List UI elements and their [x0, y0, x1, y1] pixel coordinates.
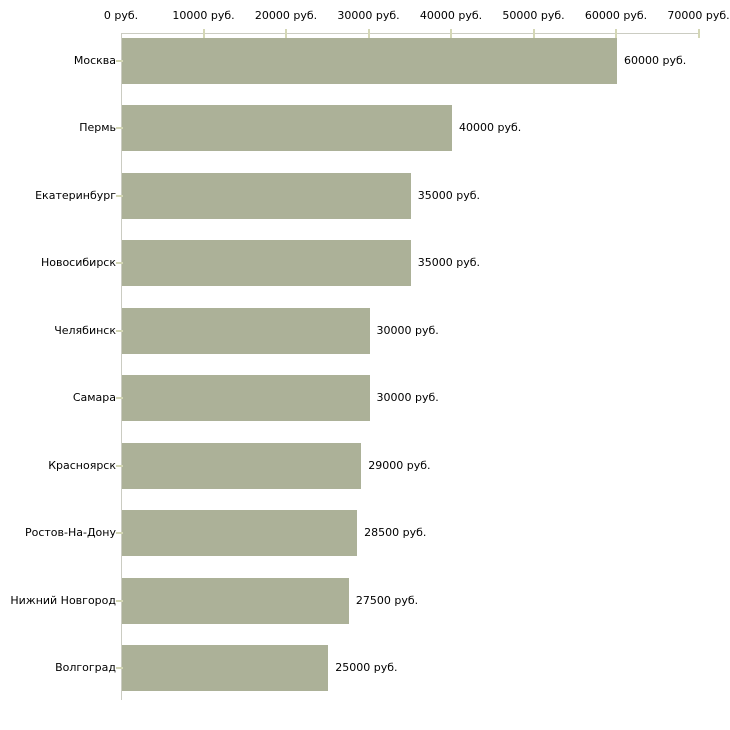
bar-value-label: 30000 руб.: [376, 323, 439, 337]
bar-value-label: 25000 руб.: [335, 661, 398, 674]
y-axis-tick-mark: [116, 532, 123, 534]
x-axis-tick-mark: [450, 29, 452, 38]
y-axis-tick-mark: [116, 329, 123, 332]
y-axis-tick-mark: [116, 397, 123, 399]
x-axis-tick-mark: [532, 29, 535, 38]
category-label: Красноярск: [48, 458, 116, 472]
category-label: Новосибирск: [40, 256, 116, 269]
x-axis-tick-mark: [367, 29, 370, 38]
bar: [122, 172, 411, 219]
x-axis-tick-label: 70000 руб.: [667, 9, 730, 22]
bar: [122, 375, 370, 421]
x-axis-tick-mark: [615, 29, 617, 38]
bar-value-label: 35000 руб.: [417, 256, 481, 269]
x-axis-tick-mark: [285, 29, 287, 38]
x-axis-tick-label: 0 руб.: [103, 9, 139, 22]
bar-value-label: 35000 руб.: [417, 188, 481, 202]
bar-value-label: 40000 руб.: [459, 121, 522, 134]
bar-value-label: 30000 руб.: [376, 391, 439, 404]
bar: [122, 37, 617, 84]
category-label: Ростов-На-Дону: [24, 526, 116, 539]
x-axis-tick-label: 30000 руб.: [337, 9, 400, 22]
bar: [122, 442, 362, 489]
x-axis-tick-label: 20000 руб.: [254, 9, 318, 22]
bar: [122, 307, 370, 354]
bar: [122, 240, 411, 286]
bar-value-label: 60000 руб.: [624, 53, 687, 67]
y-axis-tick-mark: [116, 599, 123, 602]
bar-value-label: 29000 руб.: [368, 458, 431, 472]
category-label: Пермь: [79, 121, 116, 134]
x-axis-tick-label: 10000 руб.: [172, 9, 235, 22]
category-label: Екатеринбург: [35, 188, 116, 202]
category-label: Нижний Новгород: [10, 593, 116, 607]
y-axis-tick-mark: [116, 262, 123, 264]
x-axis-tick-label: 40000 руб.: [419, 9, 483, 22]
y-axis-line: [121, 33, 122, 700]
category-label: Волгоград: [55, 661, 116, 674]
bar: [122, 645, 329, 691]
category-label: Москва: [73, 53, 116, 67]
y-axis-tick-mark: [116, 667, 123, 669]
x-axis-tick-mark: [697, 29, 700, 38]
y-axis-tick-mark: [116, 59, 123, 62]
bar: [122, 577, 349, 624]
category-label: Челябинск: [54, 323, 116, 337]
bar-value-label: 27500 руб.: [355, 593, 419, 607]
x-axis-tick-label: 50000 руб.: [502, 9, 565, 22]
bar-value-label: 28500 руб.: [364, 526, 427, 539]
category-label: Самара: [72, 391, 116, 404]
x-axis-tick-mark: [202, 29, 205, 38]
y-axis-tick-mark: [116, 194, 123, 197]
y-axis-tick-mark: [116, 127, 123, 129]
y-axis-tick-mark: [116, 464, 123, 467]
x-axis-line: [121, 33, 700, 34]
x-axis-tick-label: 60000 руб.: [584, 9, 648, 22]
bar: [122, 105, 452, 151]
bar: [122, 510, 358, 556]
